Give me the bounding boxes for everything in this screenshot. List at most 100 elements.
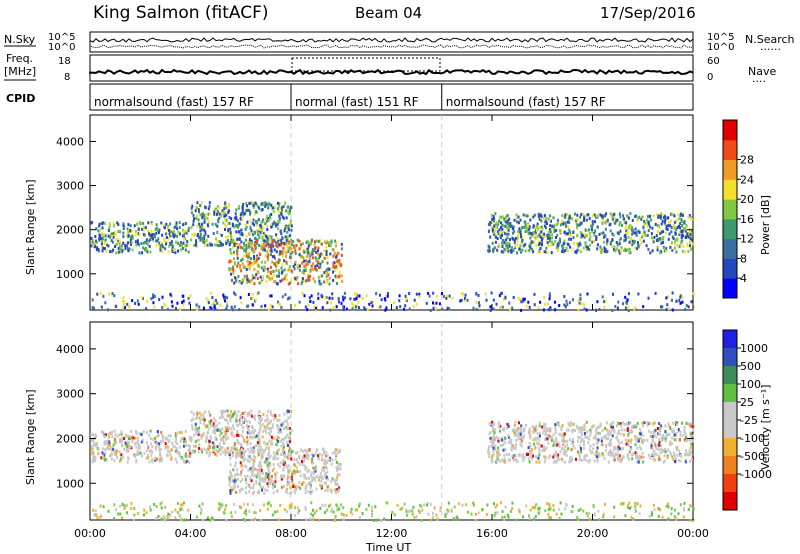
- range-gate-cell: [146, 248, 149, 252]
- range-gate-cell: [241, 468, 244, 472]
- range-gate-cell: [590, 224, 593, 228]
- range-gate-cell: [210, 424, 213, 428]
- range-gate-cell: [279, 252, 282, 256]
- range-gate-cell: [528, 460, 531, 464]
- range-gate-cell: [559, 237, 561, 241]
- range-gate-cell: [627, 505, 629, 509]
- range-gate-cell: [133, 518, 135, 522]
- range-gate-cell: [157, 433, 160, 437]
- range-gate-cell: [225, 437, 227, 441]
- range-gate-cell: [536, 225, 539, 229]
- range-gate-cell: [323, 481, 326, 485]
- range-gate-cell: [562, 439, 565, 443]
- range-gate-cell: [145, 456, 148, 460]
- range-gate-cell: [244, 518, 247, 522]
- range-gate-cell: [499, 429, 502, 433]
- range-gate-cell: [563, 303, 566, 307]
- range-gate-cell: [668, 307, 671, 311]
- range-gate-cell: [306, 239, 309, 243]
- range-gate-cell: [102, 246, 105, 250]
- range-gate-cell: [501, 515, 504, 519]
- range-gate-cell: [138, 447, 141, 450]
- range-gate-cell: [616, 432, 619, 436]
- range-gate-cell: [166, 514, 169, 518]
- range-gate-cell: [640, 447, 642, 451]
- range-gate-cell: [546, 433, 549, 437]
- range-gate-cell: [340, 247, 343, 251]
- range-gate-cell: [239, 461, 242, 465]
- range-gate-cell: [206, 217, 209, 221]
- range-gate-cell: [571, 458, 574, 462]
- range-gate-cell: [116, 455, 119, 459]
- range-gate-cell: [266, 464, 269, 468]
- range-gate-cell: [224, 418, 226, 422]
- range-gate-cell: [299, 448, 302, 452]
- range-gate-cell: [370, 301, 373, 305]
- range-gate-cell: [254, 435, 257, 439]
- range-gate-cell: [606, 219, 609, 223]
- range-gate-cell: [565, 299, 568, 303]
- range-gate-cell: [643, 230, 646, 234]
- range-gate-cell: [637, 244, 640, 248]
- range-gate-cell: [620, 440, 623, 444]
- range-gate-cell: [220, 233, 223, 237]
- range-gate-cell: [95, 227, 98, 231]
- range-gate-cell: [304, 279, 307, 283]
- range-gate-cell: [182, 294, 185, 298]
- range-gate-cell: [273, 220, 276, 224]
- range-gate-cell: [258, 421, 261, 425]
- range-gate-cell: [355, 296, 358, 300]
- range-gate-cell: [221, 437, 223, 441]
- range-gate-cell: [243, 241, 245, 245]
- range-gate-cell: [269, 412, 272, 416]
- range-gate-cell: [530, 232, 533, 235]
- range-gate-cell: [671, 291, 674, 295]
- range-gate-cell: [284, 201, 287, 205]
- range-gate-cell: [343, 296, 346, 300]
- range-gate-cell: [237, 230, 240, 234]
- range-gate-cell: [432, 515, 434, 519]
- range-gate-cell: [283, 241, 286, 245]
- range-gate-cell: [678, 438, 681, 442]
- range-gate-cell: [334, 239, 337, 243]
- range-gate-cell: [249, 219, 252, 223]
- range-gate-cell: [538, 226, 541, 230]
- range-gate-cell: [336, 490, 339, 494]
- range-gate-cell: [264, 475, 267, 479]
- range-gate-cell: [148, 232, 151, 236]
- range-gate-cell: [233, 473, 236, 477]
- range-gate-cell: [553, 225, 556, 229]
- range-gate-cell: [499, 424, 502, 428]
- range-gate-cell: [321, 503, 324, 507]
- range-gate-cell: [548, 292, 551, 296]
- range-gate-cell: [521, 236, 524, 240]
- range-gate-cell: [150, 442, 153, 446]
- range-gate-cell: [571, 423, 574, 427]
- range-gate-cell: [257, 264, 260, 268]
- range-gate-cell: [516, 459, 519, 463]
- range-gate-cell: [205, 435, 208, 439]
- range-gate-cell: [534, 445, 537, 449]
- range-gate-cell: [654, 445, 657, 449]
- range-gate-cell: [236, 429, 239, 433]
- range-gate-cell: [338, 507, 341, 511]
- range-gate-cell: [253, 257, 256, 261]
- range-gate-cell: [124, 242, 127, 246]
- range-gate-cell: [194, 243, 197, 247]
- range-gate-cell: [313, 305, 316, 309]
- range-gate-cell: [325, 274, 328, 278]
- range-gate-cell: [510, 447, 513, 451]
- range-gate-cell: [595, 429, 598, 433]
- range-gate-cell: [585, 229, 588, 233]
- range-gate-cell: [550, 219, 552, 223]
- range-gate-cell: [134, 301, 137, 305]
- range-gate-cell: [562, 241, 565, 245]
- range-gate-cell: [601, 221, 604, 225]
- range-gate-cell: [170, 232, 173, 236]
- range-gate-cell: [143, 233, 146, 237]
- range-gate-cell: [439, 506, 442, 510]
- range-gate-cell: [155, 231, 158, 235]
- range-gate-cell: [226, 436, 229, 440]
- range-gate-cell: [682, 434, 685, 437]
- range-gate-cell: [655, 447, 658, 451]
